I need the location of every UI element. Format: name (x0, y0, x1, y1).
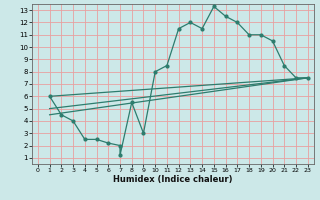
X-axis label: Humidex (Indice chaleur): Humidex (Indice chaleur) (113, 175, 233, 184)
